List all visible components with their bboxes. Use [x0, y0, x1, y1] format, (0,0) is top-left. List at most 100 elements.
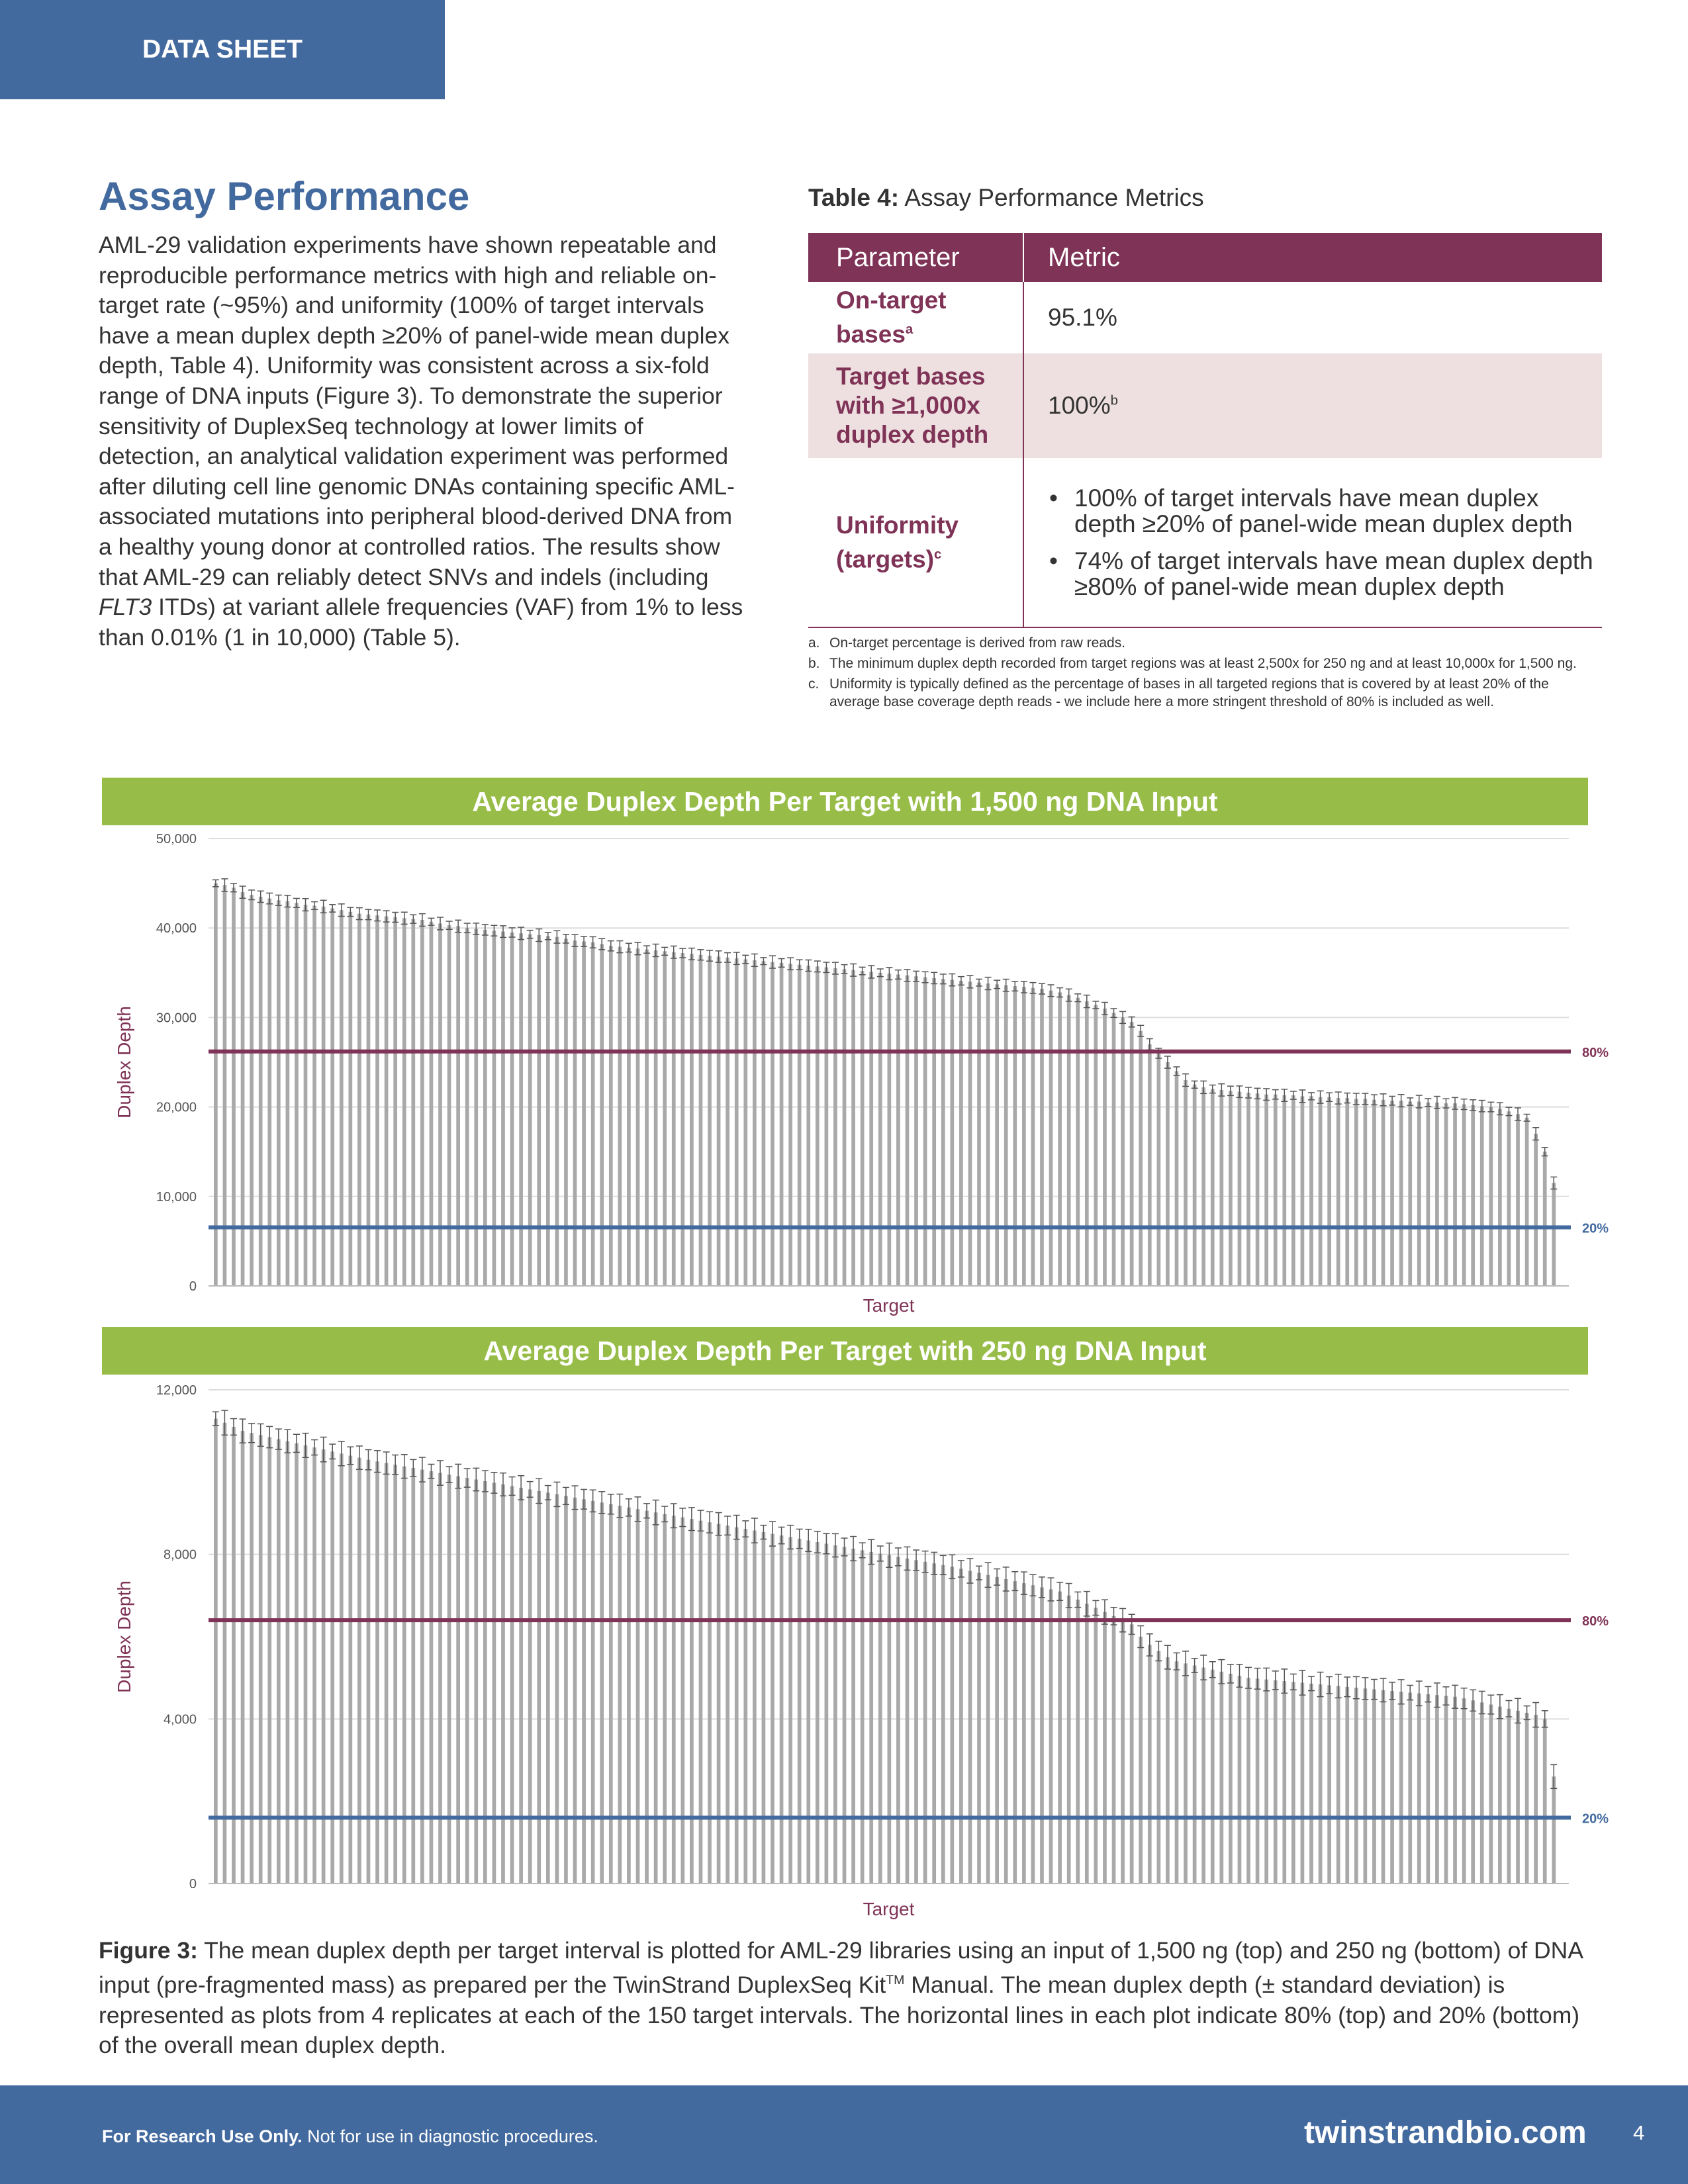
page-number: 4 — [1633, 2121, 1645, 2144]
bar — [366, 1459, 371, 1884]
bar — [429, 921, 434, 1286]
bar — [1022, 1583, 1026, 1884]
bar — [761, 961, 766, 1286]
bar — [753, 960, 757, 1286]
bar — [896, 1557, 900, 1884]
bar — [1336, 1098, 1340, 1286]
bar — [1147, 1645, 1152, 1884]
bar — [1166, 1062, 1170, 1286]
bar — [1111, 1615, 1116, 1884]
col-header-metric: Metric — [1023, 233, 1602, 282]
bar — [600, 944, 604, 1286]
bar — [510, 932, 514, 1286]
param-cell: Uniformity (targets)c — [808, 458, 1023, 628]
bar — [312, 905, 316, 1286]
bar — [1516, 1710, 1520, 1884]
bar — [1552, 1776, 1556, 1884]
footnote-text: On-target percentage is derived from raw… — [829, 635, 1126, 651]
bar — [1282, 1681, 1287, 1884]
bar — [860, 1550, 865, 1884]
bar — [977, 1572, 981, 1884]
y-tick-label: 50,000 — [156, 832, 197, 846]
bar — [564, 1496, 568, 1884]
bar — [483, 929, 487, 1286]
bar — [1435, 1102, 1439, 1286]
bar — [690, 954, 694, 1286]
bar — [492, 1482, 496, 1884]
bar — [582, 941, 586, 1286]
bar — [465, 1478, 469, 1884]
bar — [330, 1451, 335, 1884]
bar — [214, 883, 218, 1286]
bar — [258, 896, 263, 1286]
bar — [743, 1529, 748, 1884]
bar — [1156, 1053, 1161, 1286]
x-axis-title: Target — [863, 1295, 915, 1316]
bar — [779, 1535, 784, 1884]
chart-2-banner: Average Duplex Depth Per Target with 250… — [102, 1327, 1588, 1375]
bar — [905, 975, 910, 1286]
reference-line-label: 80% — [1582, 1046, 1609, 1060]
ruo-bold: For Research Use Only. — [102, 2126, 303, 2146]
ruo-text: Not for use in diagnostic procedures. — [302, 2126, 598, 2146]
y-tick-label: 30,000 — [156, 1011, 197, 1025]
website-link[interactable]: twinstrandbio.com — [1304, 2115, 1587, 2150]
param-cell: On-target basesa — [808, 282, 1023, 353]
bar — [1264, 1094, 1268, 1286]
bar — [716, 1524, 721, 1884]
bar — [1273, 1094, 1278, 1286]
bar — [1426, 1694, 1430, 1884]
bar — [1166, 1657, 1170, 1884]
metric-target-bases: 100% — [1048, 392, 1111, 419]
bar — [232, 887, 236, 1286]
bar — [708, 956, 712, 1286]
bar — [1327, 1097, 1331, 1286]
y-tick-label: 0 — [189, 1877, 197, 1891]
bar — [555, 1494, 559, 1884]
bar — [788, 964, 792, 1286]
y-axis-title: Duplex Depth — [114, 1006, 134, 1118]
bar — [590, 1500, 595, 1884]
bar — [1076, 1600, 1080, 1884]
bar — [833, 1545, 837, 1884]
bar — [995, 1576, 999, 1884]
bar — [1282, 1095, 1287, 1286]
bar — [671, 1516, 676, 1884]
bar — [618, 946, 622, 1286]
bar — [420, 1469, 424, 1884]
metric-cell: 100% of target intervals have mean duple… — [1023, 458, 1602, 628]
bar — [1255, 1093, 1260, 1286]
table-row: Uniformity (targets)c 100% of target int… — [808, 458, 1602, 628]
bar — [330, 908, 335, 1286]
bar — [815, 966, 820, 1286]
bar — [582, 1499, 586, 1884]
bar — [1121, 1620, 1125, 1884]
bar — [726, 1525, 729, 1884]
bar — [1139, 1637, 1143, 1884]
bar — [914, 1560, 918, 1884]
bar — [608, 1504, 613, 1884]
table-title-text: Assay Performance Metrics — [899, 184, 1204, 211]
bar — [1022, 987, 1026, 1286]
bar — [645, 1510, 649, 1884]
bar — [1363, 1099, 1368, 1286]
chart-2-title: Average Duplex Depth Per Target with 250… — [483, 1335, 1207, 1366]
param-cell: Target bases with ≥1,000x duplex depth — [808, 353, 1023, 458]
footnote: a. On-target percentage is derived from r… — [808, 634, 1589, 652]
bar — [1336, 1686, 1340, 1884]
bar — [537, 1490, 541, 1884]
bar — [321, 1449, 326, 1884]
bar — [1300, 1096, 1305, 1286]
bar — [680, 953, 685, 1286]
bar — [753, 1530, 757, 1884]
bar — [1139, 1030, 1143, 1286]
bar — [1489, 1107, 1493, 1286]
bar — [627, 947, 631, 1286]
bar — [797, 1539, 802, 1884]
bar — [896, 974, 900, 1286]
bar — [1524, 1117, 1529, 1286]
bar — [869, 1551, 874, 1884]
bar — [321, 906, 326, 1286]
bar — [555, 936, 559, 1286]
table-title-label: Table 4: — [808, 184, 900, 211]
